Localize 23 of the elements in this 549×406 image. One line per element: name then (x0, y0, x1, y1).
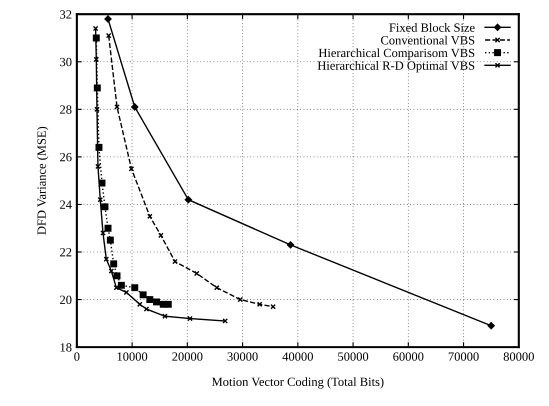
x-tick-label: 0 (74, 352, 80, 361)
x-tick-label: 10000 (118, 352, 148, 361)
legend-label: Hierarchical Comparisom VBS (318, 48, 474, 60)
y-tick-label: 26 (60, 152, 72, 162)
y-tick-label: 30 (60, 58, 72, 66)
y-tick-label: 32 (60, 10, 72, 19)
legend-label: Fixed Block Size (389, 23, 475, 32)
x-tick-label: 30000 (228, 352, 258, 361)
y-tick-label: 22 (60, 248, 72, 256)
x-tick-label: 80000 (504, 352, 534, 361)
y-axis-title: DFD Variance (MSE) (37, 126, 48, 235)
y-tick-label: 18 (60, 343, 72, 352)
y-tick-label: 20 (60, 296, 72, 304)
y-tick-label: 24 (60, 200, 72, 209)
x-axis-title: Motion Vector Coding (Total Bits) (212, 377, 384, 389)
legend-label: Conventional VBS (380, 36, 474, 45)
x-tick-label: 60000 (393, 352, 424, 361)
x-tick-label: 50000 (338, 352, 368, 361)
x-tick-label: 20000 (172, 352, 202, 361)
x-tick-label: 40000 (282, 352, 313, 361)
x-tick-label: 70000 (448, 352, 479, 361)
y-tick-label: 28 (60, 105, 72, 114)
legend-label: Hierarchical R-D Optimal VBS (318, 61, 474, 72)
